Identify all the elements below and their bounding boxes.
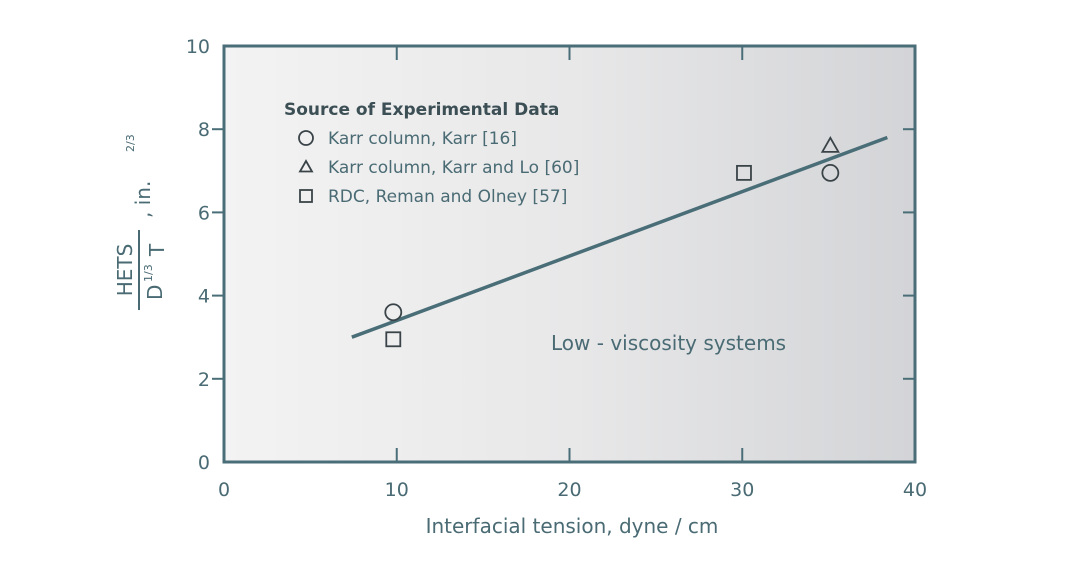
legend-item: Karr column, Karr and Lo [60] — [328, 158, 579, 178]
y-tick-label: 10 — [186, 36, 210, 58]
y-axis-label: HETS D 1/3 T , in. 2/3 — [113, 134, 169, 310]
x-tick-label: 40 — [903, 479, 927, 501]
y-label-numerator: HETS — [113, 244, 137, 297]
y-tick-label: 4 — [198, 286, 210, 308]
data-point-triangle — [820, 136, 840, 153]
y-label-denominator: D — [143, 285, 167, 300]
plot-area — [222, 44, 917, 464]
data-point-square — [736, 164, 752, 181]
fit-line — [351, 135, 888, 339]
data-point-circle — [821, 163, 840, 182]
legend-item: Karr column, Karr [16] — [328, 129, 517, 149]
legend-marker-square — [299, 189, 313, 203]
legend-marker-triangle — [298, 159, 314, 173]
y-tick-label: 6 — [198, 202, 210, 224]
x-tick-label: 30 — [730, 479, 754, 501]
y-label-units: , in. — [131, 181, 155, 218]
y-label-denominator-sup: 1/3 — [142, 264, 155, 282]
annotation: Low - viscosity systems — [551, 331, 786, 355]
y-tick-label: 8 — [198, 119, 210, 141]
legend-title: Source of Experimental Data — [284, 100, 559, 120]
x-axis-label: Interfacial tension, dyne / cm — [426, 514, 719, 538]
x-tick-label: 10 — [385, 479, 409, 501]
y-tick-label: 2 — [198, 369, 210, 391]
data-point-circle — [384, 303, 403, 322]
y-label-units-sup: 2/3 — [124, 134, 137, 152]
y-label-denominator-sub: T — [145, 243, 169, 257]
data-point-square — [385, 331, 402, 348]
x-tick-label: 20 — [557, 479, 581, 501]
legend-marker-circle — [298, 130, 314, 146]
y-tick-label: 0 — [198, 452, 210, 474]
legend-item: RDC, Reman and Olney [57] — [328, 187, 567, 207]
x-tick-label: 0 — [218, 479, 230, 501]
